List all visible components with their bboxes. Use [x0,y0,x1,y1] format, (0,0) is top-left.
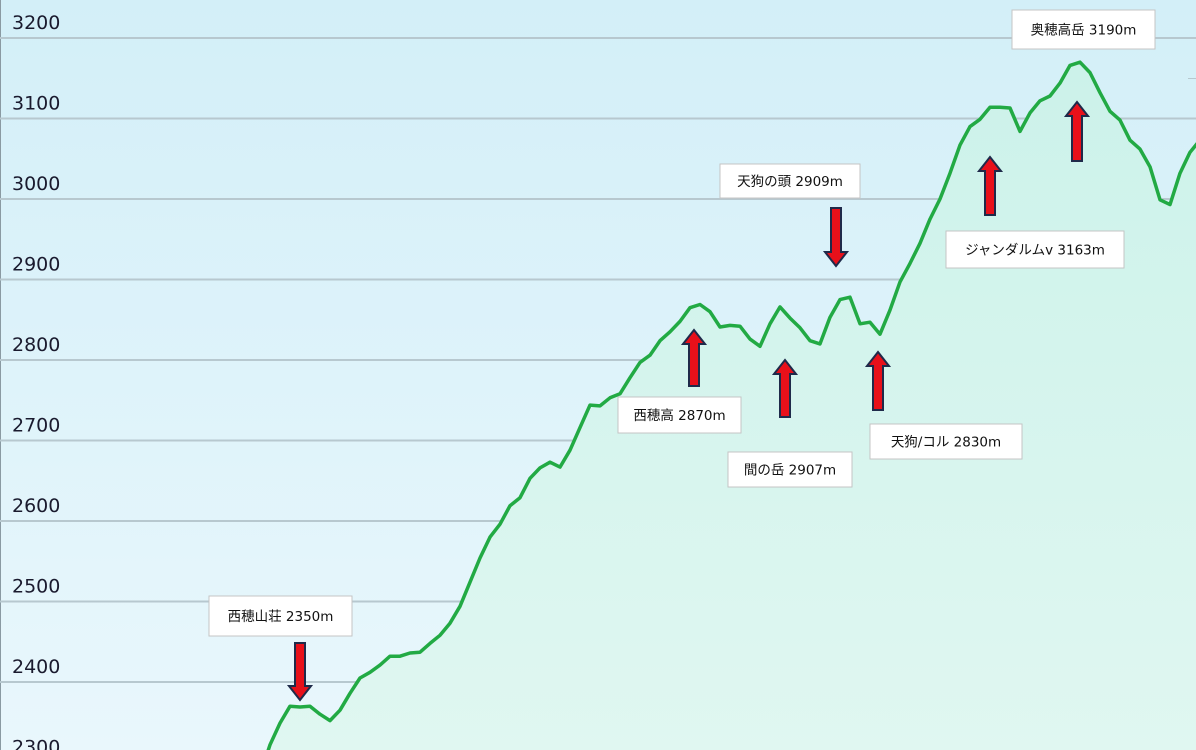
annotation: 天狗の頭 2909m [719,163,861,268]
annotation-label: 天狗/コル 2830m [891,435,1001,451]
y-tick-label: 3100 [12,93,60,115]
arrow-up-icon [680,328,708,387]
annotation-box [617,396,742,434]
annotation-label: 天狗の頭 2909m [737,174,843,190]
arrow-up-icon [976,155,1004,216]
annotation-label: 奥穂高岳 3190m [1031,22,1137,39]
annotation-box [719,163,861,199]
elevation-line [266,60,1196,750]
arrow-down-icon [822,207,850,268]
annotation-label: 西穂高 2870m [633,407,725,424]
arrow-up-icon [864,350,892,411]
annotation: 西穂山荘 2350m [208,595,353,702]
arrow-up-icon [1063,100,1091,162]
y-tick-label: 2500 [12,576,60,598]
annotation-label: ジャンダルムv 3163m [965,243,1105,259]
annotation: 間の岳 2907m [727,358,853,488]
annotation-box [727,451,853,488]
y-tick-label: 2300 [12,737,60,750]
y-tick-label: 3200 [12,12,60,34]
arrow-down-icon [286,642,314,702]
y-tick-label: 2900 [12,254,60,276]
y-tick-label: 2700 [12,415,60,437]
annotation-label: 西穂山荘 2350m [228,609,334,625]
annotation: 奥穂高岳 3190m [1011,9,1156,162]
annotation: ジャンダルムv 3163m [945,155,1125,269]
annotation-box [1011,9,1156,50]
y-tick-label: 2800 [12,334,60,356]
annotation-box [945,230,1125,269]
annotation: 西穂高 2870m [617,328,742,434]
annotation-label: 間の岳 2907m [744,463,836,479]
y-tick-label: 2400 [12,656,60,678]
arrow-up-icon [771,358,799,418]
annotation-box [208,595,353,637]
annotation-box [869,423,1023,460]
y-tick-label: 2600 [12,495,60,517]
y-tick-label: 3000 [12,173,60,195]
annotation: 天狗/コル 2830m [864,350,1023,460]
